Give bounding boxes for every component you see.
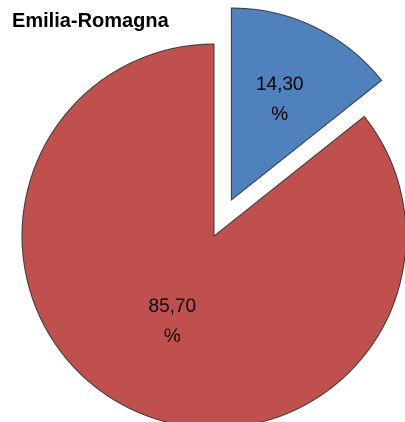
pie-slice bbox=[230, 7, 383, 202]
value-label: 14,30 % bbox=[255, 73, 304, 125]
value-label: 85,70 % bbox=[148, 296, 197, 348]
pie-slice bbox=[21, 43, 405, 422]
chart-title: Emilia-Romagna bbox=[12, 10, 169, 32]
